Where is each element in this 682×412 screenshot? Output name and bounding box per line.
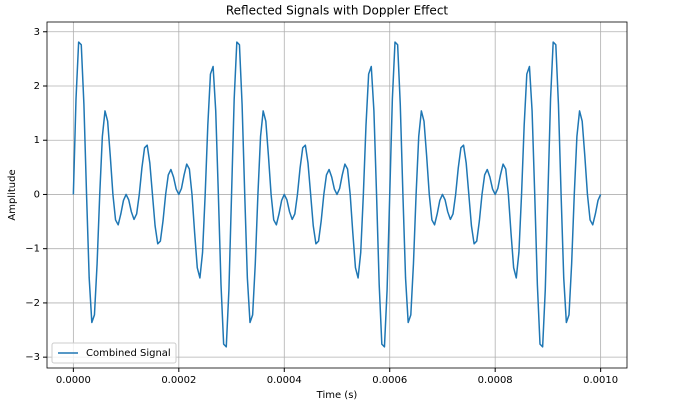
y-tick-label: −2 — [25, 298, 40, 309]
x-tick-label: 0.0004 — [267, 375, 302, 386]
y-tick-label: 0 — [34, 189, 40, 200]
chart-title: Reflected Signals with Doppler Effect — [226, 4, 449, 18]
x-tick-label: 0.0002 — [161, 375, 196, 386]
plot-frame — [46, 21, 628, 369]
x-tick-label: 0.0008 — [478, 375, 513, 386]
y-tick-label: 1 — [34, 135, 40, 146]
legend-label: Combined Signal — [86, 348, 171, 359]
y-tick-label: −1 — [25, 244, 40, 255]
y-tick-label: 2 — [34, 81, 40, 92]
x-tick-label: 0.0000 — [56, 375, 91, 386]
x-axis-label: Time (s) — [316, 390, 358, 401]
legend-box — [51, 342, 177, 364]
x-tick-label: 0.0010 — [583, 375, 618, 386]
y-tick-label: 3 — [34, 27, 40, 38]
y-axis-label: Amplitude — [7, 169, 18, 220]
y-tick-label: −3 — [25, 352, 40, 363]
line-series — [72, 41, 602, 348]
x-tick-label: 0.0006 — [372, 375, 407, 386]
